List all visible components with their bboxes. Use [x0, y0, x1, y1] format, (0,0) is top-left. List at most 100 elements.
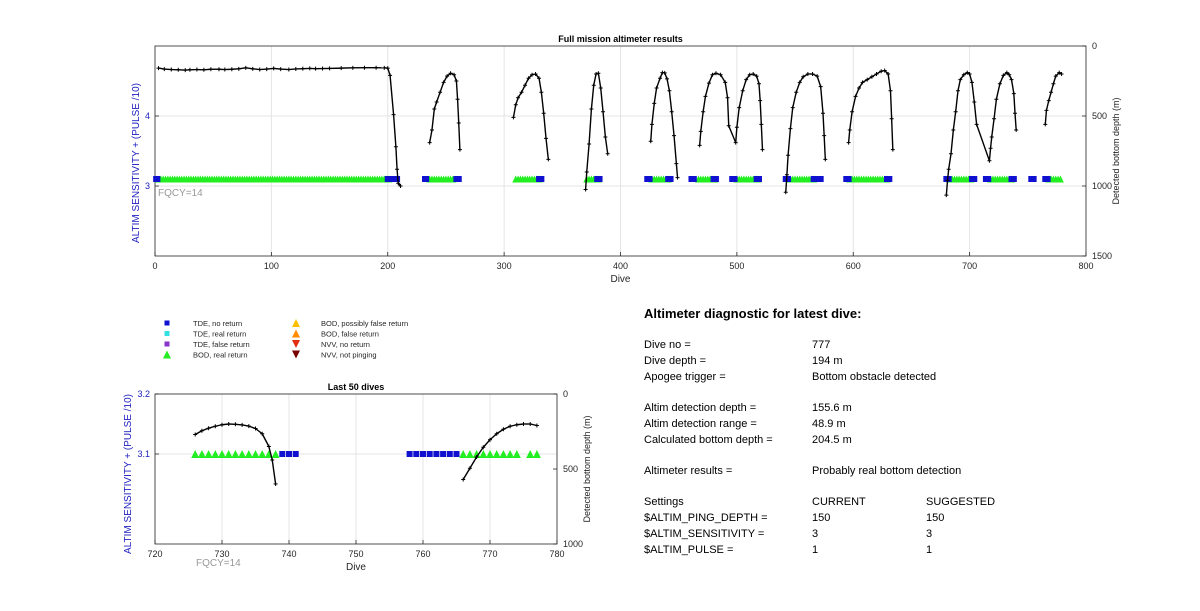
depth-trace-segment	[959, 74, 965, 81]
depth-trace-segment	[947, 153, 952, 170]
altim-detect-range-label: Altim detection range =	[644, 418, 757, 430]
tde-no-return-marker	[1044, 176, 1051, 182]
depth-point	[264, 67, 269, 72]
x-tick-label: 400	[613, 261, 628, 271]
dive-no-value: 777	[812, 339, 831, 351]
bod-real-return-marker	[238, 450, 247, 458]
depth-trace-segment	[439, 82, 445, 93]
depth-point	[698, 129, 703, 134]
depth-point	[754, 74, 759, 79]
ping-depth-row: $ALTIM_PING_DEPTH = 150 150	[644, 510, 1164, 526]
depth-trace-segment	[655, 77, 661, 89]
y-left-tick-label: 3	[145, 181, 150, 191]
depth-trace-segment	[517, 91, 523, 99]
depth-trace-segment	[586, 143, 590, 173]
y-right-axis-label: Detected bottom depth (m)	[1111, 97, 1121, 204]
depth-point	[733, 140, 738, 145]
depth-trace-segment	[887, 73, 892, 91]
bod-real-return-marker	[526, 450, 535, 458]
depth-point	[860, 80, 865, 85]
bod-real-return-marker	[211, 450, 220, 458]
y-right-tick-label: 0	[1092, 41, 1097, 51]
depth-point	[257, 67, 262, 72]
depth-point	[194, 67, 199, 72]
depth-point	[270, 458, 275, 462]
depth-trace-segment	[520, 84, 526, 93]
depth-point	[1049, 90, 1054, 95]
y-left-tick-label: 4	[145, 111, 150, 121]
current-header: CURRENT	[812, 496, 866, 508]
depth-point	[955, 88, 960, 93]
depth-trace-segment	[995, 83, 1001, 100]
depth-trace-segment	[602, 111, 607, 138]
depth-point	[667, 88, 672, 93]
dive-depth-value: 194 m	[812, 355, 843, 367]
depth-trace-segment	[704, 82, 710, 97]
depth-trace-segment	[726, 97, 730, 126]
chart-title: Last 50 dives	[328, 382, 385, 392]
depth-point	[1009, 77, 1014, 82]
depth-trace-segment	[389, 75, 395, 115]
legend-bod-false-return-label: BOD, false return	[321, 330, 379, 339]
depth-point	[193, 432, 198, 437]
depth-point	[266, 444, 271, 449]
depth-point	[945, 178, 950, 183]
depth-point	[1057, 70, 1062, 75]
bod-real-return-marker	[218, 450, 226, 458]
chart-title: Full mission altimeter results	[558, 34, 683, 44]
depth-point	[751, 72, 756, 76]
y-right-tick-label: 1000	[563, 539, 583, 549]
tde-no-return-marker	[406, 451, 413, 457]
tde-no-return-marker	[1030, 176, 1037, 182]
bod-real-return-marker	[231, 450, 240, 458]
pulse-label: $ALTIM_PULSE =	[644, 544, 734, 556]
depth-point	[519, 90, 524, 95]
depth-point	[706, 81, 711, 86]
depth-trace-segment	[194, 430, 203, 436]
depth-trace-segment	[584, 171, 588, 190]
sensitivity-suggested: 3	[926, 528, 933, 540]
depth-point	[669, 109, 674, 114]
depth-point	[454, 79, 459, 83]
depth-trace-segment	[719, 74, 726, 83]
depth-point	[250, 66, 255, 71]
depth-point	[233, 422, 238, 427]
depth-point	[857, 86, 862, 90]
depth-point	[601, 109, 606, 114]
x-axis-label: Dive	[346, 562, 366, 573]
depth-trace-segment	[428, 129, 433, 143]
tde-no-return-marker	[596, 176, 603, 182]
depth-trace-segment	[952, 111, 957, 131]
depth-trace-segment	[392, 114, 397, 147]
tde-no-return-marker	[755, 176, 762, 182]
dive-no-label: Dive no =	[644, 339, 691, 351]
last-50-dives-chart: 720 730 740 750 760 770 780 3.1 3.2 0 500 1000 Last …	[123, 382, 592, 573]
depth-trace-segment	[1010, 79, 1015, 94]
bod-real-return-marker	[492, 450, 501, 458]
depth-trace-segment	[728, 125, 737, 143]
depth-point	[890, 147, 895, 152]
tde-no-return-marker	[538, 176, 545, 182]
x-tick-label: 780	[549, 549, 564, 559]
depth-point	[788, 126, 793, 131]
depth-trace-segment	[261, 433, 270, 447]
depth-point	[534, 423, 539, 428]
depth-point	[526, 76, 531, 81]
tde-no-return-marker	[971, 176, 978, 182]
depth-point	[805, 72, 810, 76]
depth-trace-segment	[698, 131, 702, 146]
depth-point	[658, 76, 663, 81]
depth-point	[886, 72, 891, 76]
x-tick-label: 0	[152, 261, 157, 271]
depth-trace-segment	[476, 446, 484, 458]
depth-point	[199, 428, 204, 433]
depth-trace-segment	[395, 146, 398, 170]
depth-trace-segment	[738, 90, 744, 108]
x-tick-label: 700	[962, 261, 977, 271]
dive-depth-row: Dive depth = 194 m	[644, 353, 1164, 369]
altim-detect-range-row: Altim detection range = 48.9 m	[644, 416, 1164, 432]
depth-point	[969, 80, 974, 85]
depth-point	[467, 466, 472, 471]
tde-no-return-marker	[813, 176, 820, 182]
tde-no-return-marker	[646, 176, 653, 182]
